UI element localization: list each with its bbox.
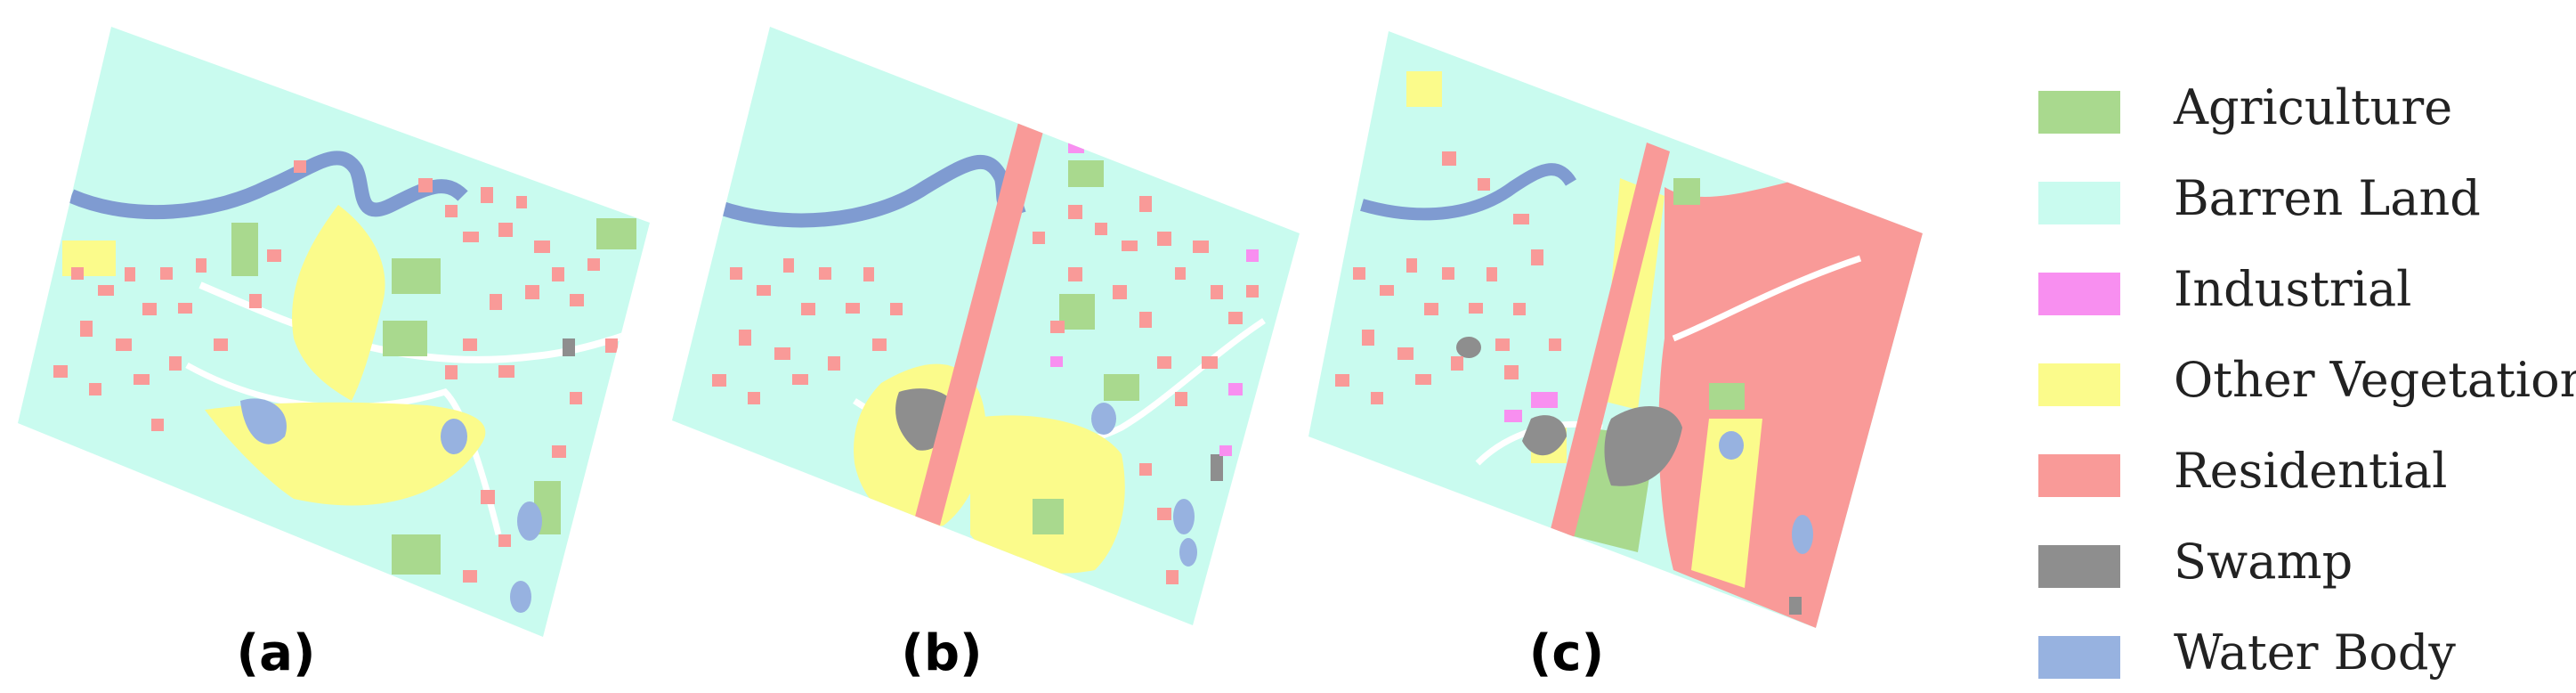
map-a-water-1 [240, 398, 287, 444]
legend-label-industrial: Industrial [2174, 261, 2411, 317]
map-c-agri-north [1673, 178, 1700, 205]
map-a-water-4 [510, 581, 531, 613]
panel-label-a: (a) [237, 624, 316, 682]
map-a-road-main [198, 265, 650, 363]
map-b-water-1 [1091, 403, 1116, 435]
map-c-features [1335, 71, 1923, 628]
map-c-residential-strip [1547, 143, 1670, 552]
map-c-vegetation-nw [1406, 71, 1442, 107]
legend-swatch-agriculture [2038, 91, 2120, 134]
legend-swatch-water-body [2038, 636, 2120, 679]
map-c-swamp-4 [1789, 597, 1802, 615]
map-a-agri-center [392, 258, 441, 294]
map-a-vegetation-west [62, 241, 116, 276]
legend-item-water-body: Water Body [2038, 624, 2456, 681]
map-c-residential [1335, 151, 1561, 404]
map-panel-c [1308, 31, 1923, 628]
map-b-agri-1 [1059, 294, 1095, 330]
map-c-swamp-1 [1604, 406, 1682, 486]
map-b-swamp-east [1211, 454, 1223, 481]
map-b-features [709, 116, 1266, 584]
map-b-water-3 [1179, 538, 1197, 567]
map-b-residential-strip [915, 116, 1045, 526]
map-b-agri-3 [1033, 499, 1064, 534]
legend-label-agriculture: Agriculture [2173, 79, 2452, 135]
map-panel-a [18, 27, 650, 637]
legend-item-agriculture: Agriculture [2038, 79, 2452, 135]
map-c-river [1360, 163, 1576, 221]
legend-item-barren-land: Barren Land [2038, 170, 2481, 226]
legend-item-residential: Residential [2038, 443, 2447, 499]
map-c-water-1 [1719, 431, 1744, 460]
map-b-water-2 [1173, 499, 1195, 534]
map-a-vegetation-corridor [292, 205, 385, 401]
map-panel-b [672, 27, 1300, 625]
legend-label-swamp: Swamp [2174, 534, 2353, 590]
map-b-vegetation-east [970, 415, 1125, 574]
map-c-swamp-3 [1456, 337, 1481, 358]
legend-item-other-vegetation: Other Vegetation [2038, 352, 2576, 408]
map-b-industrial [1050, 143, 1259, 456]
map-a-agri-east [383, 321, 427, 356]
legend-swatch-industrial [2038, 273, 2120, 315]
legend-label-barren-land: Barren Land [2174, 170, 2481, 226]
map-a-water-3 [517, 501, 542, 541]
map-b-agri-4 [1068, 160, 1104, 187]
map-a-road-south [185, 362, 502, 535]
map-c-road-main [1672, 255, 1862, 342]
legend: Agriculture Barren Land Industrial Other… [2038, 79, 2576, 681]
map-c-agri-east [1709, 383, 1745, 410]
legend-swatch-swamp [2038, 545, 2120, 588]
legend-label-other-vegetation: Other Vegetation [2174, 352, 2576, 408]
map-c-swamp-2 [1522, 415, 1567, 456]
map-a-agri-south [392, 534, 441, 575]
map-c-industrial [1504, 392, 1558, 422]
legend-label-water-body: Water Body [2174, 624, 2456, 681]
panel-label-b: (b) [901, 624, 982, 682]
legend-swatch-other-vegetation [2038, 363, 2120, 406]
map-a-river [68, 151, 468, 220]
legend-item-swamp: Swamp [2038, 534, 2353, 590]
map-a-swamp [563, 338, 575, 356]
legend-item-industrial: Industrial [2038, 261, 2411, 317]
map-a-features [53, 151, 650, 613]
legend-swatch-barren-land [2038, 182, 2120, 224]
map-a-water-2 [441, 419, 467, 454]
map-c-vegetation-south [1691, 419, 1762, 588]
legend-swatch-residential [2038, 454, 2120, 497]
map-b-residential [712, 196, 1259, 584]
map-a-residential [53, 160, 618, 583]
map-a-agri-ne [596, 218, 636, 249]
legend-label-residential: Residential [2174, 443, 2447, 499]
panel-label-c: (c) [1529, 624, 1604, 682]
map-a-agri-north [231, 223, 258, 276]
map-c-water-2 [1792, 515, 1813, 554]
map-b-agri-2 [1104, 374, 1139, 401]
